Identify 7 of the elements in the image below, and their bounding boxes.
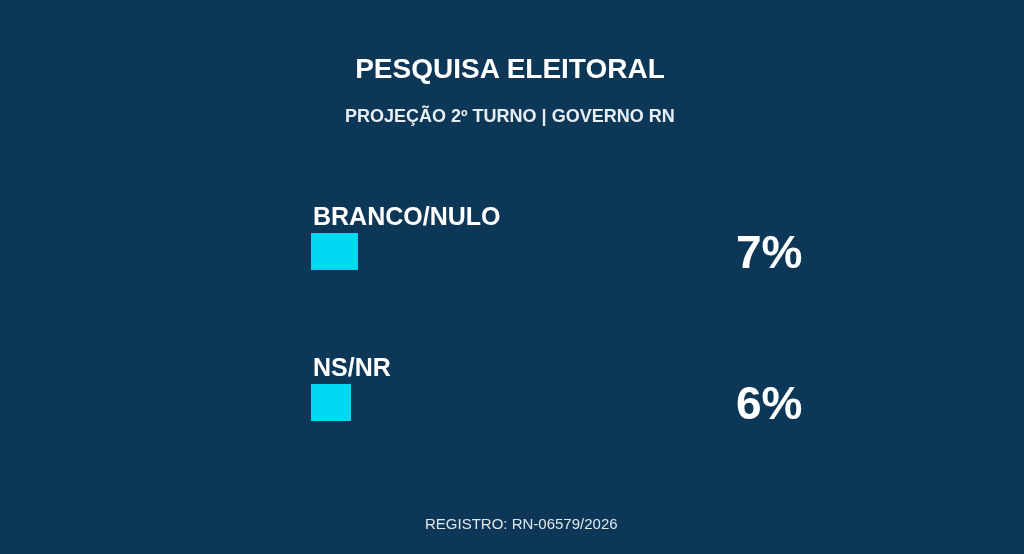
data-label: 6% xyxy=(736,377,803,429)
text: REGISTRO: RN-06579/2026 xyxy=(425,515,618,532)
text: PESQUISA ELEITORAL xyxy=(355,52,665,84)
text: PROJEÇÃO 2º TURNO | GOVERNO RN xyxy=(345,105,675,126)
y-tick-label: BRANCO/NULO xyxy=(313,202,501,230)
y-tick-label: NS/NR xyxy=(313,353,391,381)
data-label: 7% xyxy=(736,226,803,278)
